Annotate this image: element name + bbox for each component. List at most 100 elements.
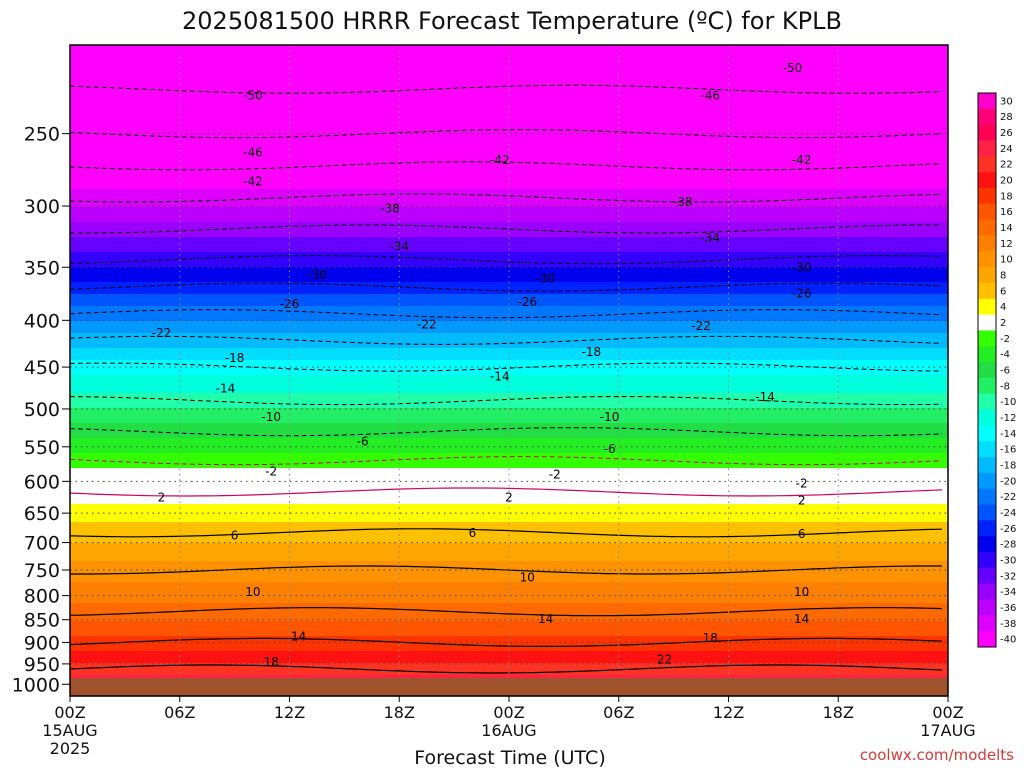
temperature-band bbox=[70, 240, 948, 244]
contour-label: 14 bbox=[538, 612, 553, 626]
colorbar-swatch bbox=[978, 314, 996, 331]
colorbar-swatch bbox=[978, 472, 996, 490]
colorbar-tick-label: -20 bbox=[1000, 476, 1016, 487]
temperature-band bbox=[70, 504, 948, 508]
contour-label: 6 bbox=[798, 527, 806, 541]
contour-label: 10 bbox=[794, 585, 809, 599]
y-tick-label: 550 bbox=[24, 437, 60, 459]
y-tick-label: 850 bbox=[24, 610, 60, 632]
colorbar-tick-label: 8 bbox=[1000, 271, 1006, 282]
x-tick-label: 00Z bbox=[54, 703, 85, 722]
colorbar-swatch bbox=[978, 457, 996, 474]
temperature-band bbox=[70, 276, 948, 280]
colorbar-swatch bbox=[978, 156, 996, 173]
contour-label: 2 bbox=[505, 491, 513, 505]
colorbar-swatch bbox=[978, 267, 996, 284]
temperature-band bbox=[70, 417, 948, 421]
temperature-band bbox=[70, 321, 948, 325]
temperature-band bbox=[70, 459, 948, 463]
temperature-band bbox=[70, 525, 948, 529]
temperature-band bbox=[70, 183, 948, 187]
temperature-band bbox=[70, 549, 948, 553]
colorbar-swatch bbox=[978, 377, 996, 395]
temperature-band bbox=[70, 378, 948, 382]
y-tick-label: 650 bbox=[24, 503, 60, 525]
colorbar-tick-label: 24 bbox=[1000, 144, 1013, 155]
colorbar-tick-label: 30 bbox=[1000, 96, 1013, 107]
colorbar-tick-label: -26 bbox=[1000, 524, 1016, 535]
temperature-band bbox=[70, 543, 948, 547]
temperature-band bbox=[70, 498, 948, 502]
temperature-band bbox=[70, 669, 948, 673]
x-axis-label: Forecast Time (UTC) bbox=[414, 747, 605, 768]
contour-label: -30 bbox=[536, 271, 556, 285]
temperature-band bbox=[70, 558, 948, 562]
contour-label: -2 bbox=[265, 464, 277, 478]
temperature-field bbox=[69, 45, 948, 697]
colorbar-tick-label: 10 bbox=[1000, 255, 1013, 266]
contour-label: -26 bbox=[280, 297, 300, 311]
temperature-band bbox=[70, 411, 948, 415]
temperature-band bbox=[70, 222, 948, 226]
temperature-band bbox=[70, 300, 948, 304]
temperature-band bbox=[70, 219, 948, 223]
colorbar-tick-label: -18 bbox=[1000, 460, 1016, 471]
temperature-band bbox=[70, 603, 948, 607]
ground-surface bbox=[70, 678, 948, 696]
x-tick-label: 18Z bbox=[384, 703, 415, 722]
y-tick-label: 900 bbox=[24, 632, 60, 654]
temperature-band bbox=[70, 474, 948, 478]
temperature-band bbox=[70, 540, 948, 544]
colorbar-tick-label: 14 bbox=[1000, 223, 1013, 234]
x-tick-date-label: 17AUG bbox=[920, 721, 975, 740]
colorbar-swatch bbox=[978, 172, 996, 189]
temperature-band bbox=[70, 48, 948, 52]
x-tick-label: 06Z bbox=[164, 703, 195, 722]
temperature-band bbox=[70, 288, 948, 292]
isotherm-line bbox=[69, 282, 943, 292]
colorbar-swatch bbox=[978, 330, 996, 347]
temperature-band bbox=[70, 453, 948, 457]
contour-label: -46 bbox=[243, 145, 263, 159]
isotherm-line bbox=[69, 129, 943, 139]
temperature-band bbox=[70, 636, 948, 640]
colorbar-tick-label: -36 bbox=[1000, 603, 1016, 614]
temperature-band bbox=[70, 294, 948, 298]
colorbar-tick-label: -22 bbox=[1000, 492, 1016, 503]
x-tick-label: 00Z bbox=[932, 703, 963, 722]
temperature-band bbox=[70, 333, 948, 337]
y-tick-label: 950 bbox=[24, 654, 60, 676]
y-tick-label: 350 bbox=[24, 257, 60, 279]
temperature-band bbox=[70, 120, 948, 124]
temperature-band bbox=[70, 480, 948, 484]
temperature-band bbox=[70, 582, 948, 586]
contour-label: -18 bbox=[582, 345, 602, 359]
temperature-band bbox=[70, 630, 948, 634]
colorbar-tick-label: 12 bbox=[1000, 239, 1013, 250]
temperature-band bbox=[70, 573, 948, 577]
temperature-band bbox=[70, 426, 948, 430]
colorbar-tick-label: -10 bbox=[1000, 397, 1016, 408]
temperature-band bbox=[70, 438, 948, 442]
temperature-band bbox=[70, 657, 948, 661]
temperature-band bbox=[70, 579, 948, 583]
temperature-band bbox=[70, 450, 948, 454]
colorbar-swatch bbox=[978, 235, 996, 252]
contour-label: -26 bbox=[517, 295, 537, 309]
colorbar-tick-label: -14 bbox=[1000, 429, 1016, 440]
temperature-band bbox=[70, 63, 948, 67]
x-tick-label: 12Z bbox=[274, 703, 305, 722]
contour-label: 14 bbox=[291, 630, 306, 644]
temperature-band bbox=[70, 57, 948, 61]
temperature-band bbox=[70, 576, 948, 580]
temperature-band bbox=[70, 279, 948, 283]
temperature-band bbox=[70, 648, 948, 652]
isotherm-line bbox=[69, 335, 943, 345]
temperature-band bbox=[70, 327, 948, 331]
colorbar-swatch bbox=[978, 504, 996, 521]
temperature-band bbox=[70, 348, 948, 352]
temperature-band bbox=[70, 393, 948, 397]
temperature-band bbox=[70, 663, 948, 667]
contour-label: -30 bbox=[792, 260, 812, 274]
